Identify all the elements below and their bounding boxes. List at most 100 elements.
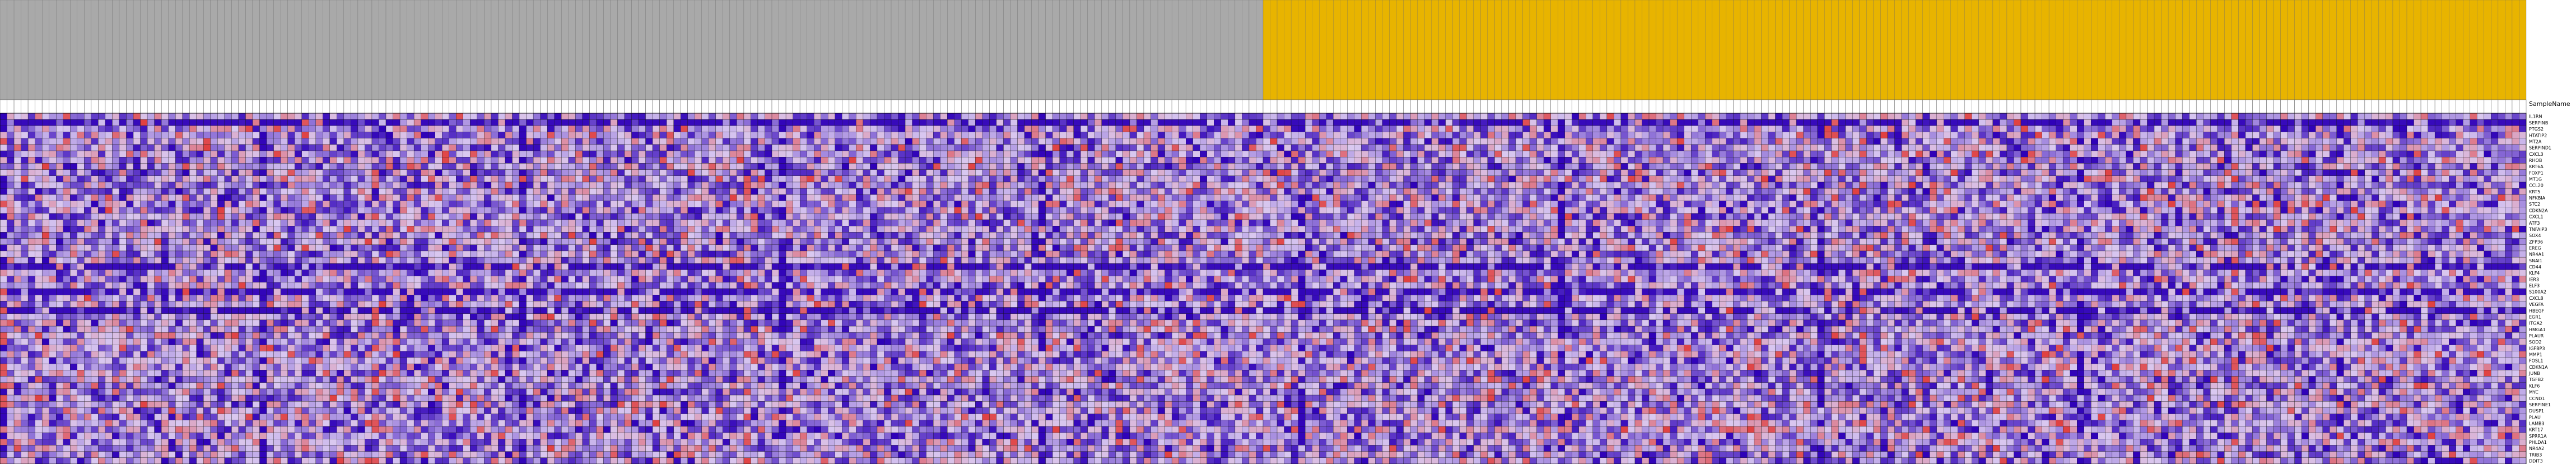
heatmap-cell: [1986, 157, 1993, 164]
heatmap-cell: [2161, 119, 2169, 126]
heatmap-cell: [1024, 169, 1032, 176]
heatmap-cell: [1396, 182, 1404, 189]
heatmap-cell: [2378, 175, 2386, 183]
heatmap-cell: [442, 169, 449, 176]
heatmap-cell: [1789, 182, 1797, 189]
heatmap-cell: [470, 163, 478, 170]
heatmap-cell: [1094, 138, 1102, 145]
heatmap-cell: [1157, 169, 1165, 176]
heatmap-cell: [1438, 182, 1446, 189]
right-group-header-cell: [1852, 0, 1860, 100]
heatmap-cell: [666, 182, 674, 189]
heatmap-cell: [1143, 175, 1151, 183]
heatmap-cell: [1494, 126, 1502, 132]
heatmap-cell: [1178, 113, 1186, 120]
heatmap-cell: [147, 113, 155, 120]
heatmap-cell: [2154, 150, 2162, 157]
heatmap-cell: [343, 163, 351, 170]
heatmap-cell: [2077, 126, 2084, 132]
heatmap-cell: [189, 113, 197, 120]
sample-gap-cell: [2112, 99, 2120, 114]
heatmap-cell: [912, 182, 920, 189]
heatmap-cell: [1178, 119, 1186, 126]
heatmap-cell: [589, 113, 597, 120]
heatmap-cell: [737, 138, 744, 145]
heatmap-cell: [1508, 150, 1516, 157]
heatmap-cell: [2210, 163, 2218, 170]
heatmap-cell: [182, 163, 190, 170]
heatmap-cell: [2491, 150, 2499, 157]
right-group-header-cell: [1887, 0, 1895, 100]
heatmap-cell: [2287, 113, 2295, 120]
heatmap-cell: [1880, 119, 1888, 126]
heatmap-cell: [799, 150, 807, 157]
heatmap-cell: [842, 150, 850, 157]
sample-gap-cell: [2189, 99, 2197, 114]
sample-gap-cell: [1354, 99, 1362, 114]
heatmap-cell: [2140, 157, 2148, 164]
heatmap-cell: [2442, 144, 2449, 151]
heatmap-cell: [1929, 126, 1937, 132]
heatmap-cell: [561, 132, 569, 138]
heatmap-cell: [49, 163, 57, 170]
sample-gap-cell: [1578, 99, 1586, 114]
sample-gap-cell: [1087, 99, 1095, 114]
heatmap-cell: [2062, 163, 2070, 170]
heatmap-cell: [337, 113, 344, 120]
sample-gap-cell: [238, 99, 246, 114]
heatmap-cell: [1600, 169, 1608, 176]
heatmap-cell: [1143, 182, 1151, 189]
heatmap-cell: [1662, 150, 1670, 157]
heatmap-cell: [1508, 163, 1516, 170]
heatmap-cell: [1501, 113, 1509, 120]
heatmap-cell: [1382, 132, 1390, 138]
heatmap-cell: [287, 119, 295, 126]
heatmap-cell: [1642, 157, 1650, 164]
heatmap-cell: [821, 157, 828, 164]
heatmap-cell: [231, 138, 239, 145]
heatmap-cell: [210, 119, 218, 126]
heatmap-cell: [133, 150, 141, 157]
right-group-header-cell: [2350, 0, 2358, 100]
sample-gap-cell: [1908, 99, 1916, 114]
heatmap-cell: [2498, 119, 2505, 126]
heatmap-cell: [1445, 150, 1453, 157]
sample-gap-cell: [1620, 99, 1628, 114]
heatmap-cell: [568, 138, 576, 145]
heatmap-cell: [2350, 163, 2358, 170]
heatmap-cell: [126, 132, 134, 138]
heatmap-cell: [2463, 175, 2470, 183]
heatmap-cell: [1164, 138, 1172, 145]
heatmap-cell: [1438, 163, 1446, 170]
sample-gap-cell: [680, 99, 688, 114]
heatmap-cell: [1670, 138, 1678, 145]
heatmap-cell: [989, 175, 997, 183]
heatmap-cell: [2456, 150, 2463, 157]
heatmap-cell: [1810, 144, 1818, 151]
heatmap-cell: [940, 138, 948, 145]
heatmap-cell: [413, 150, 421, 157]
heatmap-cell: [1480, 150, 1488, 157]
heatmap-cell: [1887, 157, 1895, 164]
heatmap-cell: [1228, 144, 1236, 151]
right-group-header-cell: [1810, 0, 1818, 100]
heatmap-cell: [1922, 169, 1930, 176]
heatmap-cell: [842, 132, 850, 138]
heatmap-cell: [0, 150, 7, 157]
heatmap-cell: [701, 157, 709, 164]
heatmap-cell: [1284, 144, 1292, 151]
heatmap-cell: [1992, 144, 2000, 151]
right-group-header-cell: [2161, 0, 2169, 100]
right-group-header-cell: [1915, 0, 1923, 100]
heatmap-cell: [1214, 132, 1222, 138]
heatmap-cell: [926, 157, 934, 164]
heatmap-cell: [329, 126, 337, 132]
heatmap-cell: [2400, 144, 2407, 151]
heatmap-cell: [1045, 138, 1053, 145]
sample-gap-cell: [737, 99, 744, 114]
heatmap-cell: [84, 126, 92, 132]
left-group-header-cell: [603, 0, 611, 100]
heatmap-cell: [2105, 163, 2113, 170]
heatmap-cell: [2344, 169, 2351, 176]
heatmap-cell: [568, 150, 576, 157]
